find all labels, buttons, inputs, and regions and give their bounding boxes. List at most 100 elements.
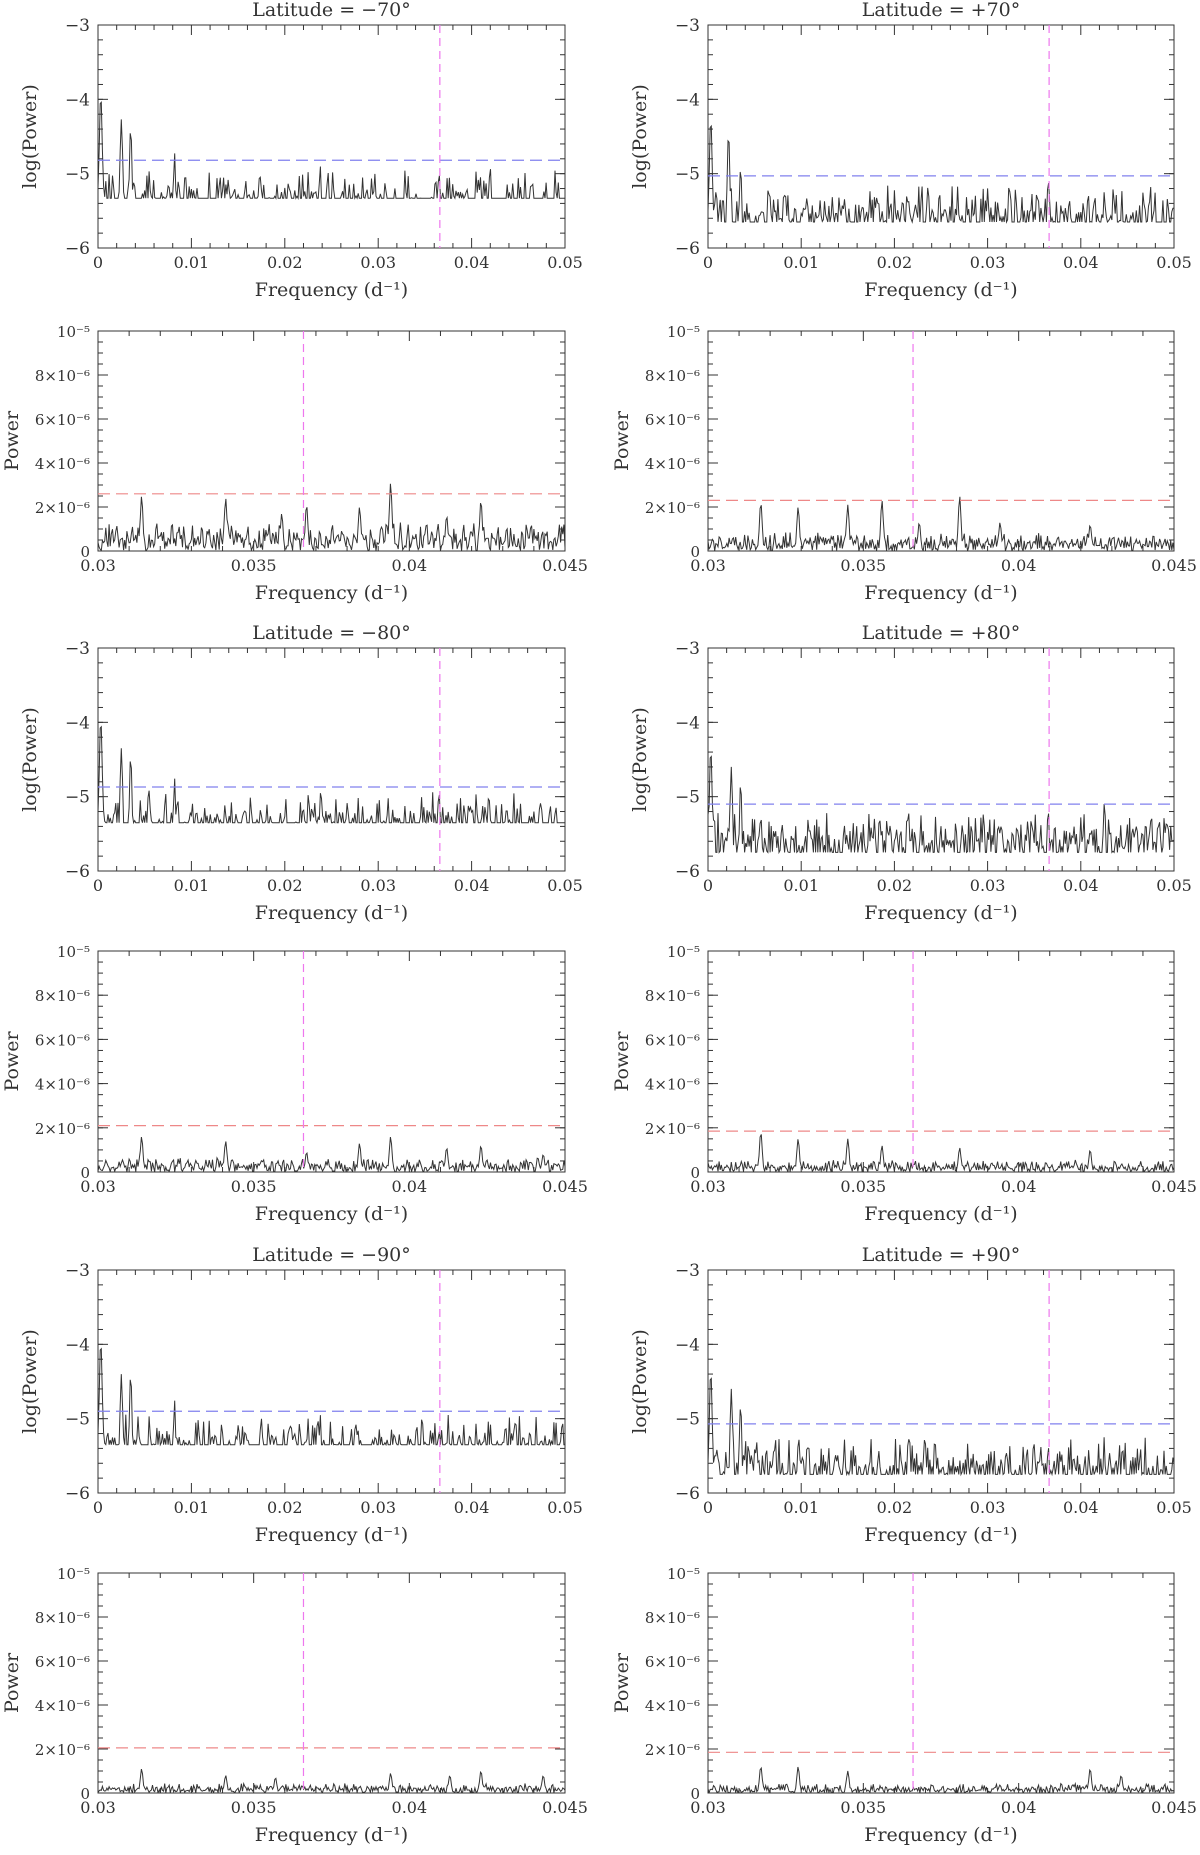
- y-tick-label: −6: [65, 1484, 90, 1504]
- x-tick-label: 0.035: [231, 1177, 277, 1196]
- plot-frame: [707, 1572, 1175, 1794]
- y-tick-label: −5: [65, 165, 90, 185]
- x-axis-label: Frequency (d⁻¹): [255, 1524, 408, 1546]
- y-tick-label: 2×10⁻⁶: [35, 499, 90, 517]
- x-axis-label: Frequency (d⁻¹): [864, 1524, 1017, 1546]
- y-tick-label: 6×10⁻⁶: [35, 411, 90, 429]
- chart-panel-6: 0.03 0.035 0.04 0.045 0 2×10⁻⁶ 4×10⁻⁶ 6×10⁻⁶ 8×1…: [1, 943, 588, 1225]
- periodogram-trace: [98, 100, 565, 200]
- periodogram-trace: [98, 1347, 565, 1447]
- x-tick-label: 0.05: [1156, 1498, 1192, 1517]
- periodogram-trace: [708, 1766, 1174, 1793]
- x-tick-label: 0.03: [360, 253, 396, 272]
- chart-panel-11: 0.03 0.035 0.04 0.045 0 2×10⁻⁶ 4×10⁻⁶ 6×10⁻⁶ 8×1…: [611, 1565, 1197, 1846]
- periodogram-trace: [98, 1137, 565, 1172]
- y-tick-label: −4: [65, 90, 90, 110]
- panel-title: Latitude = −80°: [252, 622, 411, 644]
- x-tick-label: 0.035: [840, 556, 886, 575]
- y-axis-label: log(Power): [19, 707, 41, 812]
- x-axis-label: Frequency (d⁻¹): [255, 902, 408, 924]
- y-tick-label: 2×10⁻⁶: [645, 1120, 700, 1138]
- y-tick-label: 10⁻⁵: [667, 943, 700, 961]
- plot-frame: [707, 24, 1175, 249]
- y-tick-label: 6×10⁻⁶: [645, 411, 700, 429]
- y-tick-label: −3: [675, 639, 700, 659]
- y-tick-label: 4×10⁻⁶: [645, 1697, 700, 1715]
- y-tick-label: −6: [675, 862, 700, 882]
- x-tick-label: 0: [703, 253, 713, 272]
- y-tick-label: 10⁻⁵: [57, 1565, 90, 1583]
- x-tick-label: 0.03: [690, 1798, 726, 1817]
- x-tick-label: 0.03: [360, 1498, 396, 1517]
- y-tick-label: −5: [675, 165, 700, 185]
- y-tick-label: 8×10⁻⁶: [645, 1609, 700, 1627]
- plot-frame: [97, 950, 566, 1173]
- x-tick-label: 0.02: [877, 253, 913, 272]
- y-tick-label: 6×10⁻⁶: [645, 1653, 700, 1671]
- x-tick-label: 0.035: [840, 1798, 886, 1817]
- x-axis-label: Frequency (d⁻¹): [864, 902, 1017, 924]
- x-tick-label: 0.03: [970, 876, 1006, 895]
- chart-panel-0: 0 0.01 0.02 0.03 0.04 0.05 −6 −5 −4 −3 Frequency (…: [19, 0, 583, 301]
- x-axis-label: Frequency (d⁻¹): [255, 1203, 408, 1225]
- plot-frame: [707, 950, 1175, 1173]
- x-tick-label: 0.04: [454, 253, 490, 272]
- x-tick-label: 0.035: [231, 1798, 277, 1817]
- x-tick-label: 0.02: [267, 253, 303, 272]
- y-axis-label: Power: [611, 410, 633, 471]
- x-tick-label: 0.04: [1001, 1177, 1037, 1196]
- y-tick-label: 10⁻⁵: [667, 323, 700, 341]
- x-tick-label: 0.01: [783, 253, 819, 272]
- chart-panel-2: 0.03 0.035 0.04 0.045 0 2×10⁻⁶ 4×10⁻⁶ 6×10⁻⁶ 8×1…: [1, 323, 588, 604]
- y-axis-label: Power: [611, 1652, 633, 1713]
- x-axis-label: Frequency (d⁻¹): [255, 582, 408, 604]
- x-tick-label: 0: [93, 253, 103, 272]
- chart-panel-4: 0 0.01 0.02 0.03 0.04 0.05 −6 −5 −4 −3 Frequency (…: [19, 622, 583, 924]
- y-tick-label: −3: [65, 639, 90, 659]
- x-tick-label: 0.04: [1001, 556, 1037, 575]
- y-tick-label: 4×10⁻⁶: [35, 455, 90, 473]
- y-tick-label: 0: [80, 1164, 90, 1182]
- x-tick-label: 0.02: [267, 1498, 303, 1517]
- x-tick-label: 0.035: [840, 1177, 886, 1196]
- x-tick-label: 0.01: [174, 253, 210, 272]
- x-tick-label: 0.045: [1151, 1798, 1197, 1817]
- x-tick-label: 0: [93, 876, 103, 895]
- plot-frame: [97, 24, 566, 249]
- x-tick-label: 0.03: [80, 1798, 116, 1817]
- y-tick-label: −4: [675, 713, 700, 733]
- panel-title: Latitude = −70°: [252, 0, 411, 21]
- x-tick-label: 0.03: [80, 556, 116, 575]
- y-tick-label: 4×10⁻⁶: [645, 455, 700, 473]
- x-tick-label: 0.05: [1156, 876, 1192, 895]
- y-tick-label: −6: [675, 239, 700, 259]
- x-axis-label: Frequency (d⁻¹): [864, 1203, 1017, 1225]
- y-axis-label: log(Power): [629, 84, 651, 189]
- plot-frame: [707, 330, 1175, 552]
- periodogram-trace: [708, 755, 1174, 855]
- chart-panel-5: 0 0.01 0.02 0.03 0.04 0.05 −6 −5 −4 −3 Frequency (…: [629, 622, 1192, 924]
- x-axis-label: Frequency (d⁻¹): [864, 279, 1017, 301]
- chart-panel-3: 0.03 0.035 0.04 0.045 0 2×10⁻⁶ 4×10⁻⁶ 6×10⁻⁶ 8×1…: [611, 323, 1197, 604]
- x-tick-label: 0.01: [174, 1498, 210, 1517]
- panel-title: Latitude = +70°: [862, 0, 1021, 21]
- periodogram-trace: [98, 1768, 565, 1793]
- x-tick-label: 0.05: [1156, 253, 1192, 272]
- x-axis-label: Frequency (d⁻¹): [255, 1824, 408, 1846]
- y-tick-label: 0: [80, 543, 90, 561]
- x-tick-label: 0.02: [877, 1498, 913, 1517]
- x-tick-label: 0.03: [970, 1498, 1006, 1517]
- y-tick-label: 8×10⁻⁶: [35, 987, 90, 1005]
- panel-title: Latitude = +80°: [862, 622, 1021, 644]
- plot-frame: [97, 647, 566, 872]
- y-tick-label: 2×10⁻⁶: [645, 1741, 700, 1759]
- x-axis-label: Frequency (d⁻¹): [864, 1824, 1017, 1846]
- x-tick-label: 0.035: [231, 556, 277, 575]
- y-axis-label: Power: [1, 410, 23, 471]
- y-tick-label: 4×10⁻⁶: [645, 1076, 700, 1094]
- x-tick-label: 0.045: [542, 1177, 588, 1196]
- x-tick-label: 0.02: [877, 876, 913, 895]
- x-tick-label: 0.03: [80, 1177, 116, 1196]
- y-tick-label: −5: [65, 1410, 90, 1430]
